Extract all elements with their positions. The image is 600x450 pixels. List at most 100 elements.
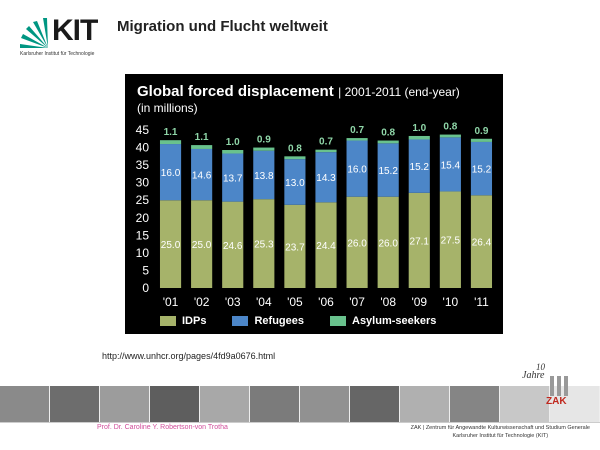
bar-segment-asylum-seekers <box>191 145 213 149</box>
x-tick-label: '07 <box>349 295 365 309</box>
bar-segment-asylum-seekers <box>377 140 399 144</box>
footer-institution-line2: Karlsruher Institut für Technologie (KIT… <box>452 433 549 439</box>
data-label: 26.4 <box>472 238 492 249</box>
data-label: 0.8 <box>288 143 302 154</box>
bar-segment-asylum-seekers <box>315 149 337 153</box>
data-label: 13.8 <box>254 171 274 182</box>
data-label: 27.1 <box>410 236 430 247</box>
y-tick-label: 5 <box>142 263 149 277</box>
data-label: 15.2 <box>410 162 430 173</box>
x-tick-label: '09 <box>411 295 427 309</box>
chart-title-sub: | 2001-2011 (end-year) <box>338 85 460 99</box>
bar-segment-idps <box>315 202 337 288</box>
legend-swatch-refugees <box>232 316 249 326</box>
x-tick-label: '06 <box>318 295 334 309</box>
data-label: 25.3 <box>254 240 274 251</box>
data-label: 0.9 <box>475 126 489 137</box>
kit-logo: KIT Karlsruher Institut für Technologie <box>18 14 108 58</box>
zak-badge-zak: ZAK <box>546 396 567 407</box>
data-label: 25.0 <box>192 240 212 251</box>
photo <box>400 386 450 422</box>
bar-segment-asylum-seekers <box>159 140 182 145</box>
footer-institution-line1: ZAK | Zentrum für Angewandte Kulturwisse… <box>410 425 590 431</box>
photo <box>500 386 550 422</box>
data-label: 0.8 <box>381 128 395 139</box>
chart-legend: IDPs Refugees Asylum-seekers <box>160 314 462 328</box>
x-tick-label: '01 <box>163 295 179 309</box>
data-label: 27.5 <box>441 236 461 247</box>
zak-anniversary-badge: 10 Jahre ZAK <box>522 362 582 410</box>
data-label: 24.6 <box>223 241 243 252</box>
photo <box>300 386 350 422</box>
photo <box>450 386 500 422</box>
data-label: 0.9 <box>257 135 271 146</box>
chart-panel: Global forced displacement | 2001-2011 (… <box>125 74 503 334</box>
photo <box>100 386 150 422</box>
data-label: 26.0 <box>347 238 367 249</box>
bar-segment-idps <box>284 204 306 288</box>
bar-segment-refugees <box>346 140 368 197</box>
data-label: 16.0 <box>161 168 181 179</box>
data-label: 1.0 <box>412 123 426 134</box>
bar-segment-idps <box>377 196 399 288</box>
data-label: 0.7 <box>319 137 333 148</box>
source-link[interactable]: http://www.unhcr.org/pages/4fd9a0676.htm… <box>102 351 276 361</box>
x-tick-label: '11 <box>474 295 489 309</box>
bar-segment-refugees <box>222 153 244 202</box>
legend-label-asylum-seekers: Asylum-seekers <box>352 315 437 327</box>
data-label: 15.2 <box>472 165 492 176</box>
y-tick-label: 0 <box>142 281 149 295</box>
bar-segment-refugees <box>191 148 213 201</box>
chart-unit-label: (in millions) <box>137 101 198 115</box>
bar-segment-idps <box>253 199 275 288</box>
legend-label-idps: IDPs <box>182 315 207 327</box>
bar-segment-refugees <box>470 141 493 196</box>
legend-swatch-idps <box>160 316 176 326</box>
legend-swatch-asylum-seekers <box>330 316 346 326</box>
data-label: 0.7 <box>350 125 364 136</box>
chart-title: Global forced displacement | 2001-2011 (… <box>137 83 460 101</box>
kit-fan-icon <box>20 18 48 48</box>
photo <box>350 386 400 422</box>
bar-segment-refugees <box>408 139 430 193</box>
data-label: 13.7 <box>223 174 243 185</box>
bar-segment-asylum-seekers <box>408 135 430 140</box>
data-label: 1.1 <box>164 127 178 138</box>
footer-divider <box>0 422 600 423</box>
kit-subtitle: Karlsruher Institut für Technologie <box>20 51 95 57</box>
bar-segment-asylum-seekers <box>470 138 493 142</box>
data-label: 16.0 <box>347 165 367 176</box>
data-label: 23.7 <box>285 242 305 253</box>
legend-item-refugees: Refugees <box>232 315 304 327</box>
bar-segment-idps <box>346 196 368 288</box>
bar-segment-refugees <box>439 137 461 192</box>
footer-institution: ZAK | Zentrum für Angewandte Kulturwisse… <box>411 424 590 440</box>
chart-plot: 0 5 10 15 20 25 30 35 40 45 25.0 16.0 1.1 '01 25.0 14.6… <box>136 122 493 309</box>
legend-item-idps: IDPs <box>160 315 206 327</box>
data-label: 26.0 <box>378 238 398 249</box>
data-label: 1.1 <box>195 132 209 143</box>
bar-segment-asylum-seekers <box>253 147 275 151</box>
chart-title-main: Global forced displacement <box>137 83 334 100</box>
data-label: 1.0 <box>226 137 240 148</box>
bar-segment-asylum-seekers <box>222 150 244 154</box>
photo <box>0 386 50 422</box>
slide-title: Migration und Flucht weltweit <box>117 18 328 35</box>
y-tick-label: 10 <box>136 246 150 260</box>
bar-segment-idps <box>222 201 244 288</box>
x-tick-label: '03 <box>225 295 241 309</box>
bar-segment-refugees <box>159 144 182 201</box>
legend-item-asylum-seekers: Asylum-seekers <box>330 315 436 327</box>
x-tick-label: '05 <box>287 295 303 309</box>
bar-segment-refugees <box>315 152 337 203</box>
photo <box>150 386 200 422</box>
bar-segment-refugees <box>377 143 399 197</box>
bar-segment-asylum-seekers <box>284 156 306 160</box>
zak-badge-jahre: Jahre <box>522 370 545 381</box>
bar-segment-refugees <box>284 159 306 205</box>
zak-badge-icon <box>550 376 568 396</box>
bar-segment-refugees <box>253 150 275 200</box>
bar-segment-asylum-seekers <box>346 138 368 141</box>
y-tick-label: 40 <box>136 141 150 155</box>
y-tick-label: 30 <box>136 176 150 190</box>
